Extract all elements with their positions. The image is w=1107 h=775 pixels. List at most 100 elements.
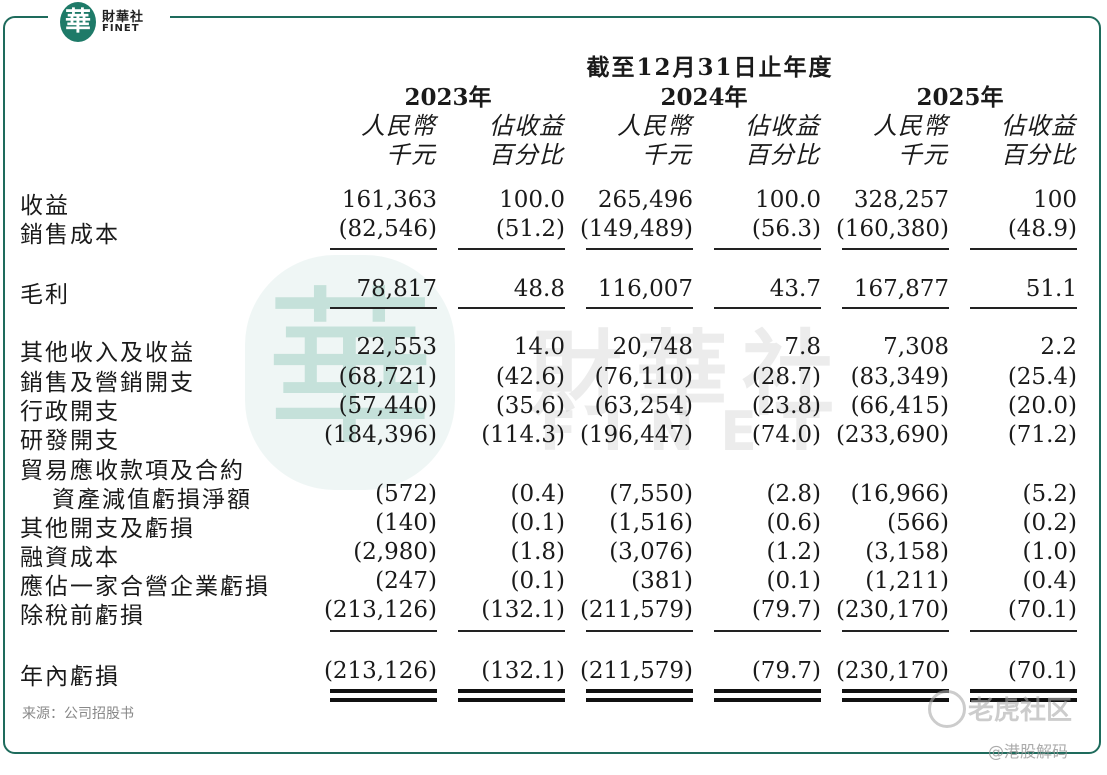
cell-value: (566)	[887, 510, 949, 536]
watermark-cn: 財華社	[530, 321, 849, 428]
col-thousand-2023: 千元	[386, 141, 436, 169]
logo-name-cn: 財華社	[102, 10, 145, 25]
cell-value: 7.8	[784, 334, 821, 360]
cell-value: (82,546)	[338, 216, 437, 242]
double-underline-rule	[330, 689, 437, 693]
cell-value: (28.7)	[751, 364, 821, 390]
tiger-logo-icon	[928, 690, 966, 728]
cell-value: (211,579)	[579, 597, 693, 623]
underline-rule	[714, 307, 821, 309]
double-underline-rule	[714, 689, 821, 693]
cell-value: (230,170)	[835, 597, 949, 623]
row-label: 貿易應收款項及合約	[20, 458, 245, 484]
cell-value: (63,254)	[594, 393, 693, 419]
period-header: 截至12月31日止年度	[586, 54, 834, 81]
cell-value: 265,496	[597, 187, 693, 213]
col-rmb-2025: 人民幣	[873, 112, 948, 140]
cell-value: (140)	[375, 510, 437, 536]
cell-value: (1.0)	[1022, 539, 1077, 565]
cell-value: (56.3)	[751, 216, 821, 242]
cell-value: (68,721)	[338, 364, 437, 390]
cell-value: (83,349)	[850, 364, 949, 390]
underline-rule	[842, 307, 949, 309]
year-2025: 2025年	[916, 84, 1004, 111]
cell-value: (0.4)	[510, 481, 565, 507]
cell-value: (0.4)	[1022, 568, 1077, 594]
row-label: 其他開支及虧損	[20, 516, 195, 542]
cell-value: (0.2)	[1022, 510, 1077, 536]
cell-value: (79.7)	[751, 658, 821, 684]
watermark-hk: @港股解码	[988, 742, 1069, 761]
cell-value: (66,415)	[850, 393, 949, 419]
cell-value: (184,396)	[323, 422, 437, 448]
cell-value: (132.1)	[481, 658, 565, 684]
cell-value: 328,257	[853, 187, 949, 213]
underline-rule	[586, 307, 693, 309]
double-underline-rule	[842, 698, 949, 702]
cell-value: (213,126)	[323, 597, 437, 623]
double-underline-rule	[458, 689, 565, 693]
cell-value: (1,516)	[609, 510, 693, 536]
cell-value: (23.8)	[751, 393, 821, 419]
cell-value: (233,690)	[835, 422, 949, 448]
year-2023: 2023年	[404, 84, 492, 111]
watermark-en: FINET	[540, 400, 846, 463]
cell-value: (149,489)	[579, 216, 693, 242]
underline-rule	[970, 248, 1077, 250]
double-underline-rule	[714, 698, 821, 702]
underline-rule	[586, 248, 693, 250]
cell-value: 100.0	[499, 187, 565, 213]
row-label: 銷售成本	[20, 222, 120, 248]
row-label: 收益	[20, 193, 70, 219]
double-underline-rule	[330, 698, 437, 702]
underline-rule	[970, 307, 1077, 309]
underline-rule	[458, 630, 565, 632]
cell-value: (71.2)	[1007, 422, 1077, 448]
year-2024: 2024年	[660, 84, 748, 111]
underline-rule	[586, 630, 693, 632]
cell-value: 100.0	[755, 187, 821, 213]
underline-rule	[330, 248, 437, 250]
cell-value: (1.2)	[766, 539, 821, 565]
cell-value: (20.0)	[1007, 393, 1077, 419]
cell-value: (7,550)	[609, 481, 693, 507]
cell-value: (25.4)	[1007, 364, 1077, 390]
col-rmb-2024: 人民幣	[617, 112, 692, 140]
col-thousand-2025: 千元	[898, 141, 948, 169]
row-label: 行政開支	[20, 399, 120, 425]
double-underline-rule	[970, 689, 1077, 693]
row-label: 銷售及營銷開支	[20, 370, 195, 396]
cell-value: (70.1)	[1007, 597, 1077, 623]
cell-value: (35.6)	[495, 393, 565, 419]
cell-value: (3,158)	[865, 539, 949, 565]
cell-value: (196,447)	[579, 422, 693, 448]
underline-rule	[330, 307, 437, 309]
col-pct-2024: 佔收益	[745, 112, 820, 140]
double-underline-rule	[842, 689, 949, 693]
cell-value: (1,211)	[865, 568, 949, 594]
cell-value: 20,748	[612, 334, 693, 360]
col-rmb-2023: 人民幣	[361, 112, 436, 140]
cell-value: (160,380)	[835, 216, 949, 242]
cell-value: (79.7)	[751, 597, 821, 623]
underline-rule	[714, 248, 821, 250]
cell-value: (74.0)	[751, 422, 821, 448]
cell-value: (51.2)	[495, 216, 565, 242]
underline-rule	[714, 630, 821, 632]
cell-value: (230,170)	[835, 658, 949, 684]
logo-name-en: FINET	[102, 23, 140, 34]
row-label: 融資成本	[20, 545, 120, 571]
underline-rule	[458, 248, 565, 250]
row-label: 研發開支	[20, 428, 120, 454]
row-label: 年內虧損	[20, 664, 120, 690]
cell-value: (247)	[375, 568, 437, 594]
col-pct-2023: 佔收益	[489, 112, 564, 140]
cell-value: (572)	[375, 481, 437, 507]
cell-value: 43.7	[769, 276, 821, 302]
cell-value: (2.8)	[766, 481, 821, 507]
cell-value: (76,110)	[594, 364, 693, 390]
logo-mark: 華	[60, 2, 96, 42]
cell-value: (0.1)	[766, 568, 821, 594]
content-frame	[3, 16, 1101, 754]
col-pct2-2023: 百分比	[489, 141, 564, 169]
